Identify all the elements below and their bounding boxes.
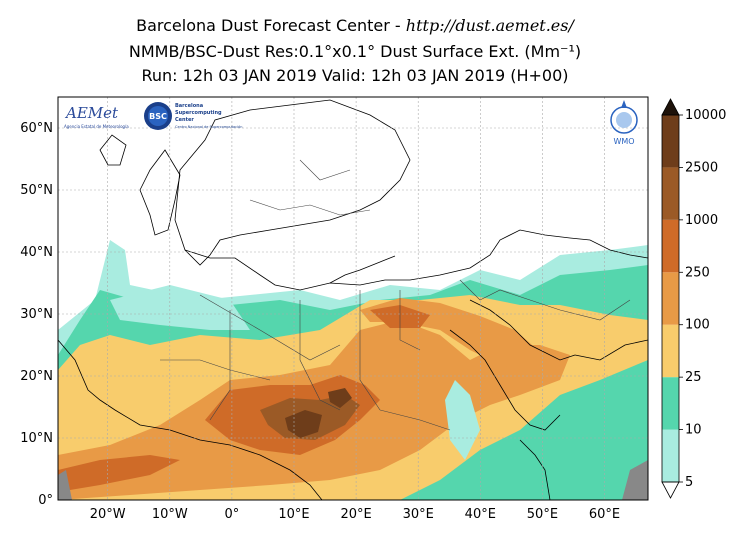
colorbar-segment [662, 272, 679, 325]
colorbar-label: 2500 [685, 160, 718, 175]
colorbar-label: 10000 [685, 108, 726, 123]
colorbar-segment [662, 115, 679, 168]
title-line-2: NMMB/BSC-Dust Res:0.1°x0.1° Dust Surface… [128, 42, 582, 61]
bsc-logo-text: BSC [149, 112, 167, 121]
title-url: http://dust.aemet.es/ [405, 16, 574, 35]
colorbar-segment [662, 324, 679, 378]
title-main: Barcelona Dust Forecast Center - [136, 16, 406, 35]
lon-tick-label: 10°E [278, 507, 309, 522]
bsc-text-3: Center [175, 117, 194, 123]
colorbar-extend-min [661, 481, 680, 499]
colorbar-label: 25 [685, 370, 702, 385]
lat-tick-label: 0° [38, 493, 53, 508]
lon-tick-label: 20°E [340, 507, 371, 522]
gridlines [58, 97, 648, 500]
colorbar-label: 100 [685, 318, 710, 333]
colorbar-segment [662, 429, 679, 482]
colorbar-segment [662, 377, 679, 430]
country-borders [160, 159, 631, 431]
lon-tick-label: 20°W [90, 507, 126, 522]
wmo-logo: WMO [610, 100, 638, 146]
lon-tick-label: 10°W [152, 507, 188, 522]
colorbar-label: 250 [685, 265, 710, 280]
bsc-text-2: Supercomputing [175, 110, 222, 116]
longitude-axis: 20°W 10°W 0° 10°E 20°E 30°E 40°E 50°E 60°E [90, 507, 620, 522]
aemet-logo: AEMet Agencia Estatal de Meteorología [64, 104, 129, 129]
lat-tick-label: 40°N [20, 245, 53, 260]
bsc-text-1: Barcelona [175, 103, 203, 109]
lat-tick-label: 60°N [20, 121, 53, 136]
title-line-1: Barcelona Dust Forecast Center - http://… [0, 16, 710, 36]
lat-tick-label: 10°N [20, 431, 53, 446]
colorbar-extend-max [661, 98, 680, 116]
lat-tick-label: 30°N [20, 307, 53, 322]
bsc-logo: BSC Barcelona Supercomputing Center Cent… [144, 102, 242, 130]
wmo-logo-text: WMO [613, 137, 634, 146]
coastlines [58, 99, 648, 500]
colorbar-frame [661, 114, 680, 483]
lat-tick-label: 50°N [20, 183, 53, 198]
colorbar-label: 5 [685, 475, 693, 490]
dust-field [58, 97, 648, 500]
aemet-logo-sub: Agencia Estatal de Meteorología [64, 124, 129, 129]
lon-tick-label: 30°E [403, 507, 434, 522]
colorbar-segment [662, 219, 679, 273]
colorbar-label: 1000 [685, 213, 718, 228]
lon-tick-label: 40°E [465, 507, 496, 522]
colorbar-label: 10 [685, 423, 702, 438]
lon-tick-label: 60°E [589, 507, 620, 522]
lon-tick-label: 0° [225, 507, 240, 522]
lon-tick-label: 50°E [527, 507, 558, 522]
lat-tick-label: 20°N [20, 369, 53, 384]
aemet-logo-text: AEMet [64, 104, 119, 122]
map-frame [57, 96, 649, 501]
bsc-logo-sub: Centro Nacional de Supercomputación [175, 125, 242, 129]
colorbar-segment [662, 167, 679, 220]
latitude-axis: 60°N 50°N 40°N 30°N 20°N 10°N 0° [20, 121, 53, 508]
colorbar: 5 10 25 100 250 1000 2500 10000 [661, 98, 726, 499]
title-line-3: Run: 12h 03 JAN 2019 Valid: 12h 03 JAN 2… [141, 66, 569, 85]
